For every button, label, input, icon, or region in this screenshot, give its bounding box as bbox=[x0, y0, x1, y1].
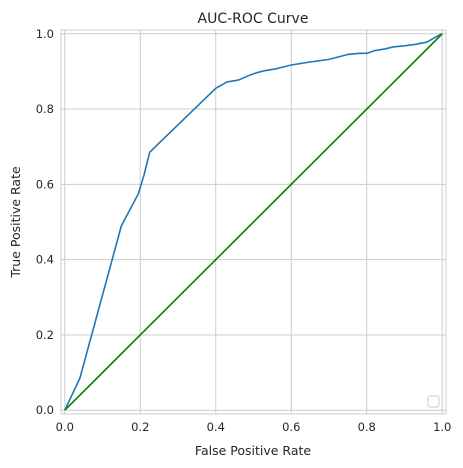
x-tick-label: 0.0 bbox=[56, 420, 74, 434]
y-tick-label: 1.0 bbox=[36, 27, 54, 41]
x-tick-label: 1.0 bbox=[433, 420, 451, 434]
series-group bbox=[64, 33, 443, 411]
y-axis-label: True Positive Rate bbox=[8, 166, 23, 279]
legend-box bbox=[427, 395, 440, 408]
x-tick-label: 0.8 bbox=[358, 420, 376, 434]
tick-labels: 0.0 0.2 0.4 0.6 0.8 1.0 0.0 0.2 0.4 0.6 0.8 1.0 bbox=[36, 27, 452, 434]
x-axis-label: False Positive Rate bbox=[195, 443, 311, 458]
y-tick-label: 0.2 bbox=[36, 328, 54, 342]
x-tick-label: 0.4 bbox=[207, 420, 225, 434]
roc-curve-line bbox=[64, 33, 443, 411]
y-tick-label: 0.4 bbox=[36, 253, 54, 267]
plot-frame bbox=[60, 29, 447, 415]
y-tick-label: 0.8 bbox=[36, 102, 54, 116]
grid bbox=[61, 30, 446, 414]
y-tick-label: 0.0 bbox=[36, 403, 54, 417]
x-tick-label: 0.2 bbox=[131, 420, 149, 434]
chart-title: AUC-ROC Curve bbox=[198, 11, 309, 27]
y-tick-label: 0.6 bbox=[36, 177, 54, 191]
x-tick-label: 0.6 bbox=[282, 420, 300, 434]
diagonal-reference-line bbox=[64, 33, 443, 411]
